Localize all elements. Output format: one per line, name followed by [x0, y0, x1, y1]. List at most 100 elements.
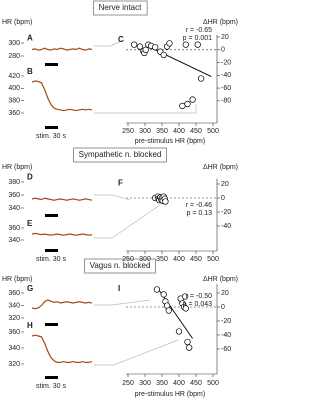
section-title: Sympathetic n. blocked — [79, 150, 162, 159]
data-point — [130, 41, 138, 48]
section-box — [93, 0, 148, 16]
y-axis-label: ΔHR (bpm) — [203, 164, 238, 171]
data-point — [197, 75, 205, 82]
y-tick-label: 400 — [8, 85, 20, 92]
x-tick-label: 400 — [173, 380, 185, 387]
hr-trace — [31, 80, 93, 112]
y-axis-label: ΔHR (bpm) — [203, 276, 238, 283]
section-title: Nerve intact — [99, 3, 142, 12]
annotation: p = 0.001 — [183, 35, 212, 42]
y-tick-label: 20 — [221, 34, 229, 41]
y-tick-label: 20 — [221, 181, 229, 188]
y-tick-label: 380 — [8, 98, 20, 105]
y-tick-label: 340 — [8, 205, 20, 212]
stim-bar — [45, 63, 58, 66]
y-tick-label: 360 — [8, 110, 20, 117]
y-tick-label: 360 — [8, 329, 20, 336]
y-tick-label: 340 — [8, 237, 20, 244]
panel-label: C — [118, 35, 124, 44]
x-tick-label: 450 — [190, 380, 202, 387]
section-box — [84, 258, 156, 274]
y-tick-label: -60 — [221, 346, 231, 353]
x-tick-label: 400 — [173, 128, 185, 135]
x-tick-label: 250 — [122, 128, 134, 135]
x-tick-label: 350 — [156, 256, 168, 263]
x-tick-label: 450 — [190, 256, 202, 263]
y-axis-label: HR (bpm) — [2, 276, 32, 283]
panel-label: F — [118, 179, 123, 188]
annotation: p = 0.043 — [183, 301, 212, 308]
stim-label: stim. 30 s — [36, 256, 66, 263]
hr-trace — [31, 232, 93, 236]
stim-label: stim. 30 s — [36, 133, 66, 140]
x-tick-label: 300 — [139, 128, 151, 135]
panel-label: G — [27, 284, 33, 293]
connector — [94, 339, 179, 366]
x-axis-label: pre-stimulus HR (bpm) — [135, 391, 205, 398]
annotation: r = -0.65 — [186, 27, 212, 34]
y-tick-label: 340 — [8, 345, 20, 352]
y-tick-label: -40 — [221, 223, 231, 230]
panel-label: E — [27, 219, 33, 228]
y-tick-label: -40 — [221, 332, 231, 339]
hr-trace — [31, 334, 93, 363]
figure: Nerve intact HR (bpm) A 280 300 B 360 380 400 420… — [2, 0, 238, 398]
y-tick-label: 0 — [221, 47, 225, 54]
y-tick-label: -80 — [221, 98, 231, 105]
data-point — [182, 305, 189, 312]
panel-label: D — [27, 173, 33, 182]
stim-bar — [45, 376, 58, 379]
data-point — [136, 43, 144, 50]
data-point — [153, 286, 161, 293]
y-tick-label: -20 — [221, 59, 231, 66]
panel-label: A — [27, 34, 33, 43]
y-tick-label: 360 — [8, 192, 20, 199]
x-axis-label: pre-stimulus HR (bpm) — [135, 138, 205, 145]
y-axis-label: ΔHR (bpm) — [203, 19, 238, 26]
section-title: Vagus n. blocked — [90, 261, 151, 270]
y-tick-label: 320 — [8, 315, 20, 322]
x-tick-label: 400 — [173, 256, 185, 263]
hr-trace — [31, 299, 93, 310]
y-tick-label: 300 — [8, 40, 20, 47]
data-point — [186, 344, 193, 351]
data-point — [189, 96, 196, 103]
y-tick-label: 340 — [8, 302, 20, 309]
y-tick-label: 20 — [221, 290, 229, 297]
y-tick-label: -40 — [221, 72, 231, 79]
y-tick-label: -60 — [221, 85, 231, 92]
data-point — [142, 46, 149, 53]
panel-label: I — [118, 284, 120, 293]
data-point — [175, 328, 183, 335]
x-tick-label: 450 — [190, 128, 202, 135]
section-box — [73, 147, 167, 163]
y-axis-label: HR (bpm) — [2, 19, 32, 26]
data-point — [162, 198, 169, 205]
panel-label: H — [27, 321, 33, 330]
x-tick-label: 300 — [139, 380, 151, 387]
data-point — [184, 338, 191, 346]
regression-line — [158, 289, 193, 339]
y-tick-label: 360 — [8, 290, 20, 297]
annotation: r = -0.46 — [186, 202, 212, 209]
y-tick-label: 280 — [8, 53, 20, 60]
connector — [94, 39, 125, 47]
x-tick-label: 350 — [156, 380, 168, 387]
panel-label: B — [27, 67, 33, 76]
y-tick-label: 0 — [221, 304, 225, 311]
x-tick-label: 350 — [156, 128, 168, 135]
y-tick-label: -20 — [221, 318, 231, 325]
x-tick-label: 250 — [122, 380, 134, 387]
stim-label: stim. 30 s — [36, 383, 66, 390]
y-tick-label: 0 — [221, 195, 225, 202]
connector — [94, 299, 151, 306]
stim-bar — [45, 126, 58, 129]
data-point — [152, 44, 159, 51]
x-tick-label: 500 — [207, 380, 219, 387]
data-point — [194, 41, 201, 48]
data-point — [184, 100, 191, 108]
annotation: r = -0.50 — [186, 293, 212, 300]
data-point — [182, 41, 189, 48]
x-tick-label: 500 — [207, 256, 219, 263]
connector-lines — [94, 39, 197, 366]
